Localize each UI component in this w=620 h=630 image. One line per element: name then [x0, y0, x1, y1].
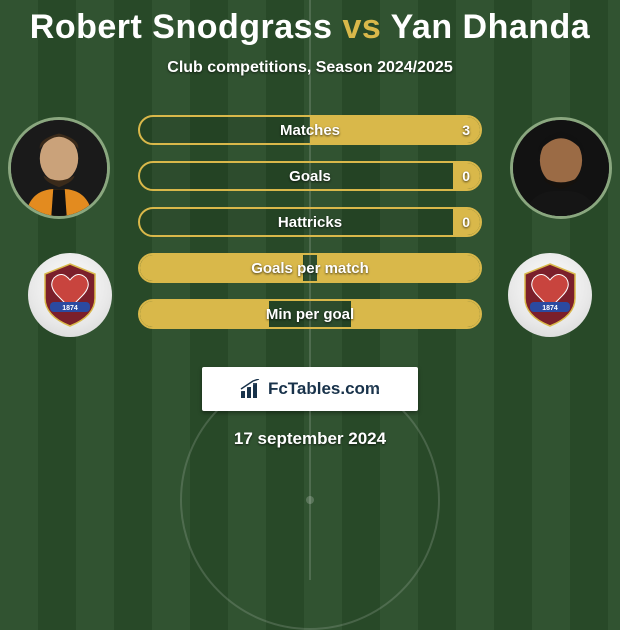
comparison-panel: 1874 1874 Matches3Goals0Hattricks0Goals … [0, 107, 620, 367]
player1-avatar [8, 117, 110, 219]
stat-label: Goals per match [140, 255, 480, 281]
stat-label: Hattricks [140, 209, 480, 235]
stat-value-right: 0 [462, 163, 470, 189]
title-vs: vs [342, 8, 381, 46]
svg-text:1874: 1874 [62, 305, 78, 312]
title-player1: Robert Snodgrass [30, 8, 333, 46]
stat-label: Min per goal [140, 301, 480, 327]
stat-label: Goals [140, 163, 480, 189]
person-icon [513, 120, 609, 216]
stat-row: Hattricks0 [138, 207, 482, 237]
club-crest-icon: 1874 [520, 262, 580, 328]
stat-row: Goals0 [138, 161, 482, 191]
svg-text:1874: 1874 [542, 305, 558, 312]
stat-bars: Matches3Goals0Hattricks0Goals per matchM… [138, 115, 482, 345]
stat-value-right: 0 [462, 209, 470, 235]
stat-row: Matches3 [138, 115, 482, 145]
club-crest-icon: 1874 [40, 262, 100, 328]
player1-crest: 1874 [28, 253, 112, 337]
stat-row: Goals per match [138, 253, 482, 283]
title-player2: Yan Dhanda [391, 8, 591, 46]
stat-value-right: 3 [462, 117, 470, 143]
stat-label: Matches [140, 117, 480, 143]
player2-avatar [510, 117, 612, 219]
stat-row: Min per goal [138, 299, 482, 329]
person-icon [11, 120, 107, 216]
player2-crest: 1874 [508, 253, 592, 337]
